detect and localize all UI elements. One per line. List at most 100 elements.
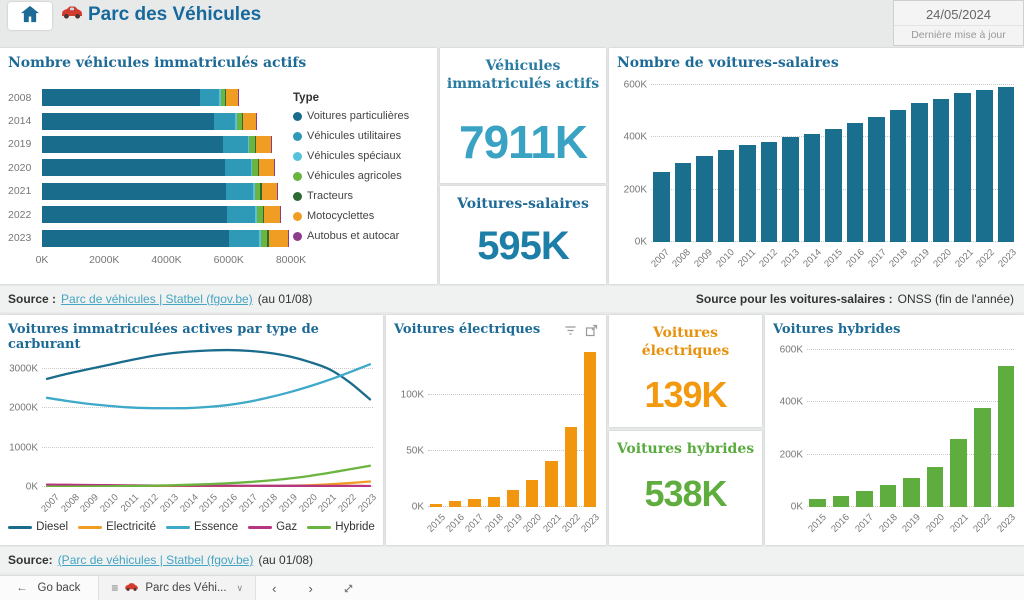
fleet-bar-segment[interactable] bbox=[255, 206, 257, 224]
electric-bar-2020[interactable] bbox=[526, 480, 539, 507]
fleet-bar-segment[interactable] bbox=[228, 229, 260, 247]
fuel-line-Diesel[interactable] bbox=[45, 348, 372, 401]
home-button[interactable] bbox=[8, 2, 52, 30]
hybrid-bar-2019[interactable] bbox=[903, 477, 920, 507]
salary-bar-2010[interactable] bbox=[717, 150, 735, 242]
legend-item[interactable]: Tracteurs bbox=[293, 190, 431, 202]
fleet-bar-segment[interactable] bbox=[256, 135, 271, 153]
fleet-bar-segment[interactable] bbox=[42, 229, 229, 247]
statbel-link[interactable]: Parc de véhicules | Statbel (fgov.be) bbox=[61, 292, 253, 306]
fleet-bar-segment[interactable] bbox=[225, 89, 227, 107]
fleet-bar-segment[interactable] bbox=[256, 112, 257, 130]
salary-bar-2018[interactable] bbox=[889, 110, 907, 242]
statbel-link-bottom[interactable]: (Parc de véhicules | Statbel (fgov.be) bbox=[57, 553, 254, 567]
fuel-legend-item[interactable]: Essence bbox=[165, 521, 238, 533]
legend-item[interactable]: Véhicules utilitaires bbox=[293, 130, 431, 142]
hybrid-bar-2023[interactable] bbox=[997, 366, 1015, 507]
fleet-bar-segment[interactable] bbox=[235, 112, 237, 130]
salary-bar-2019[interactable] bbox=[911, 102, 928, 242]
legend-item[interactable]: Motocyclettes bbox=[293, 210, 431, 222]
fleet-bar-segment[interactable] bbox=[259, 229, 262, 247]
fuel-legend-item[interactable]: Diesel bbox=[8, 521, 68, 533]
fleet-bar-segment[interactable] bbox=[247, 135, 250, 153]
salary-bar-2023[interactable] bbox=[997, 86, 1015, 242]
fleet-bar-segment[interactable] bbox=[287, 229, 289, 247]
fleet-bar-segment[interactable] bbox=[262, 206, 265, 224]
fleet-bar-segment[interactable] bbox=[220, 89, 226, 107]
hybrid-bar-2021[interactable] bbox=[950, 439, 967, 507]
fleet-bar-segment[interactable] bbox=[264, 206, 281, 224]
fleet-bar-segment[interactable] bbox=[277, 182, 278, 200]
fuel-legend-item[interactable]: Gaz bbox=[248, 521, 297, 533]
fleet-bar-segment[interactable] bbox=[236, 112, 242, 130]
salary-bar-2017[interactable] bbox=[868, 116, 885, 242]
fleet-bar-segment[interactable] bbox=[42, 206, 228, 224]
legend-item[interactable]: Autobus et autocar bbox=[293, 230, 431, 242]
salary-bar-2016[interactable] bbox=[846, 122, 864, 242]
hybrid-bar-2015[interactable] bbox=[809, 499, 826, 507]
fuel-legend-item[interactable]: Hybride bbox=[307, 521, 375, 533]
fleet-bar-segment[interactable] bbox=[213, 112, 236, 130]
salary-bar-2007[interactable] bbox=[653, 171, 670, 242]
fleet-bar-segment[interactable] bbox=[252, 182, 255, 200]
fleet-bar-segment[interactable] bbox=[226, 89, 239, 107]
fleet-bar-segment[interactable] bbox=[219, 89, 221, 107]
electric-bar-2021[interactable] bbox=[545, 461, 558, 507]
fuel-line-Essence[interactable] bbox=[45, 363, 372, 410]
fleet-bar-segment[interactable] bbox=[242, 112, 257, 130]
electric-bar-2023[interactable] bbox=[583, 351, 596, 507]
salary-bar-2015[interactable] bbox=[825, 128, 842, 242]
electric-bar-2016[interactable] bbox=[449, 501, 462, 507]
electric-bar-2019[interactable] bbox=[506, 490, 520, 507]
electric-bar-2022[interactable] bbox=[564, 426, 577, 507]
go-back-button[interactable]: ← Go back bbox=[0, 576, 98, 600]
salary-bar-2022[interactable] bbox=[975, 90, 993, 242]
fleet-bar-segment[interactable] bbox=[227, 206, 256, 224]
fleet-bar-segment[interactable] bbox=[42, 159, 225, 177]
hybrid-bar-2022[interactable] bbox=[973, 407, 991, 507]
fleet-bar-segment[interactable] bbox=[261, 229, 268, 247]
report-page-tab[interactable]: ≡ Parc des Véhi... ∨ bbox=[99, 576, 257, 600]
fleet-bar-segment[interactable] bbox=[280, 206, 281, 224]
electric-bar-2017[interactable] bbox=[468, 499, 481, 507]
prev-page-button[interactable]: ‹ bbox=[272, 580, 277, 596]
salary-bar-2009[interactable] bbox=[696, 155, 713, 242]
fleet-bar-segment[interactable] bbox=[268, 229, 288, 247]
fleet-bar-segment[interactable] bbox=[225, 159, 251, 177]
fleet-bar-segment[interactable] bbox=[274, 159, 275, 177]
electric-bar-2015[interactable] bbox=[430, 503, 443, 507]
fleet-bar-segment[interactable] bbox=[222, 135, 248, 153]
fuel-line-Hybride[interactable] bbox=[45, 464, 372, 487]
hybrid-bar-2020[interactable] bbox=[926, 466, 944, 507]
fleet-bar-segment[interactable] bbox=[256, 206, 263, 224]
fleet-bar-segment[interactable] bbox=[270, 135, 272, 153]
salary-bar-2021[interactable] bbox=[954, 93, 971, 242]
fleet-bar-segment[interactable] bbox=[250, 159, 253, 177]
fit-to-screen-icon[interactable] bbox=[329, 583, 368, 594]
fleet-bar-segment[interactable] bbox=[238, 89, 239, 107]
legend-item[interactable]: Véhicules agricoles bbox=[293, 170, 431, 182]
fleet-bar-segment[interactable] bbox=[261, 182, 278, 200]
fleet-bar-segment[interactable] bbox=[42, 89, 201, 107]
fleet-bar-segment[interactable] bbox=[260, 182, 262, 200]
fleet-bar-segment[interactable] bbox=[267, 229, 269, 247]
fleet-bar-segment[interactable] bbox=[42, 135, 223, 153]
hybrid-bar-2018[interactable] bbox=[879, 484, 897, 507]
hybrid-bar-2017[interactable] bbox=[856, 491, 873, 507]
fleet-bar-segment[interactable] bbox=[42, 112, 214, 130]
fuel-line-Gaz[interactable] bbox=[45, 483, 372, 487]
salary-bar-2011[interactable] bbox=[739, 145, 756, 242]
fleet-bar-segment[interactable] bbox=[42, 182, 227, 200]
salary-bar-2014[interactable] bbox=[803, 133, 821, 242]
fleet-bar-segment[interactable] bbox=[241, 112, 243, 130]
salary-bar-2008[interactable] bbox=[674, 163, 692, 242]
legend-item[interactable]: Voitures particulières bbox=[293, 110, 431, 122]
next-page-button[interactable]: › bbox=[308, 580, 313, 596]
focus-mode-icon[interactable] bbox=[585, 324, 598, 337]
fleet-bar-segment[interactable] bbox=[249, 135, 255, 153]
salary-bar-2013[interactable] bbox=[782, 137, 799, 242]
fleet-bar-segment[interactable] bbox=[200, 89, 220, 107]
fleet-bar-segment[interactable] bbox=[258, 159, 260, 177]
fleet-bar-segment[interactable] bbox=[254, 182, 261, 200]
fleet-bar-segment[interactable] bbox=[254, 135, 257, 153]
